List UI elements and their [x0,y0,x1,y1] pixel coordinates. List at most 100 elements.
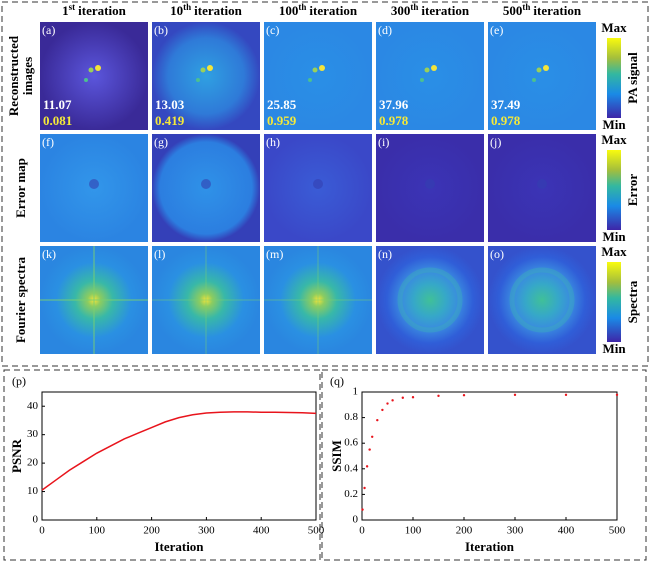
y-tick-label: 0 [33,514,39,526]
y-tick-label: 0.6 [344,437,358,449]
ssim-value: 0.419 [155,113,185,128]
row-label: Fourier spectra [13,256,28,343]
data-point [376,418,379,422]
data-point [564,393,568,397]
spot [196,78,200,82]
col-num: 10 [170,3,183,18]
panel-label: (k) [42,247,56,261]
spectrum-ring [509,267,575,333]
panel-label: (c) [266,23,279,37]
colorbar-min: Min [602,229,626,244]
plot-frame [361,391,618,521]
spot [319,65,325,71]
colorbar-label: Error [625,174,640,206]
panel-label: (e) [490,23,503,37]
x-tick-label: 200 [456,525,473,537]
panel-label: (m) [266,247,283,261]
data-point [437,394,440,398]
data-point [411,396,415,399]
psnr-value: 13.03 [155,97,185,112]
psnr-value: 25.85 [267,97,297,112]
y-tick-label: 0.8 [344,411,358,423]
y-tick-label: 20 [27,457,39,469]
colorbar-max: Max [601,132,627,147]
psnr-value: 11.07 [43,97,72,112]
col-text: iteration [309,3,357,18]
y-tick-label: 30 [27,428,39,440]
row-label: Reconstructed [6,35,21,116]
panel-label: (l) [154,247,165,261]
column-header: 1st iteration [62,2,126,18]
y-tick-label: 0.4 [344,462,358,474]
panel-label: (n) [378,247,392,261]
colorbar [607,262,621,342]
panel-label: (i) [378,135,389,149]
col-text: iteration [533,3,581,18]
x-tick-label: 300 [198,525,215,537]
error-spot [89,179,99,189]
x-tick-label: 500 [609,525,626,537]
spot [95,65,101,71]
colorbar-label: Spectra [625,280,640,323]
col-text: iteration [78,3,126,18]
spot [200,67,206,73]
top-frame [1,1,649,367]
spot [424,67,430,73]
x-tick-label: 400 [253,525,270,537]
spot [543,65,549,71]
colorbar [607,150,621,230]
y-axis-label: SSIM [329,440,344,472]
col-num: 500 [503,3,523,18]
panel-label: (o) [490,247,504,261]
colorbar-max: Max [601,20,627,35]
x-tick-label: 400 [558,525,575,537]
error-spot [425,179,435,189]
spot [431,65,437,71]
col-sup: th [410,2,418,12]
col-num: 100 [279,3,299,18]
colorbar-min: Min [602,117,626,132]
x-tick-label: 0 [39,525,45,537]
y-tick-label: 0 [353,514,359,526]
panel-label: (h) [266,135,280,149]
row-label: Error map [13,158,28,218]
data-point [363,486,366,490]
ssim-value: 0.978 [379,113,409,128]
data-point [391,399,394,402]
column-header: 500th iteration [503,2,582,18]
col-text: iteration [194,3,242,18]
colorbar [607,38,621,118]
image [488,246,596,354]
col-num: 1 [62,3,69,18]
image [376,246,484,354]
panel-label: (j) [490,135,501,149]
psnr-value: 37.96 [379,97,409,112]
error-spot [313,179,323,189]
error-spot [201,179,211,189]
ssim-value: 0.978 [491,113,521,128]
y-tick-label: 40 [27,400,39,412]
image [488,22,596,130]
data-point [386,402,389,405]
panel-label: (b) [154,23,168,37]
spot [88,67,94,73]
frame-p [3,369,321,561]
psnr-value: 37.49 [491,97,521,112]
x-tick-label: 100 [89,525,106,537]
data-point [371,435,374,438]
colorbar-min: Min [602,341,626,356]
panel-label: (a) [42,23,55,37]
column-header: 100th iteration [279,2,358,18]
x-tick-label: 300 [507,525,524,537]
col-sup: th [183,2,191,12]
ssim-value: 0.959 [267,113,297,128]
image [152,22,260,130]
col-sup: th [522,2,530,12]
image [40,22,148,130]
colorbar-label: PA signal [625,52,640,104]
image [376,22,484,130]
data-point [365,465,369,468]
plot-frame [41,391,317,521]
x-tick-label: 0 [359,525,365,537]
